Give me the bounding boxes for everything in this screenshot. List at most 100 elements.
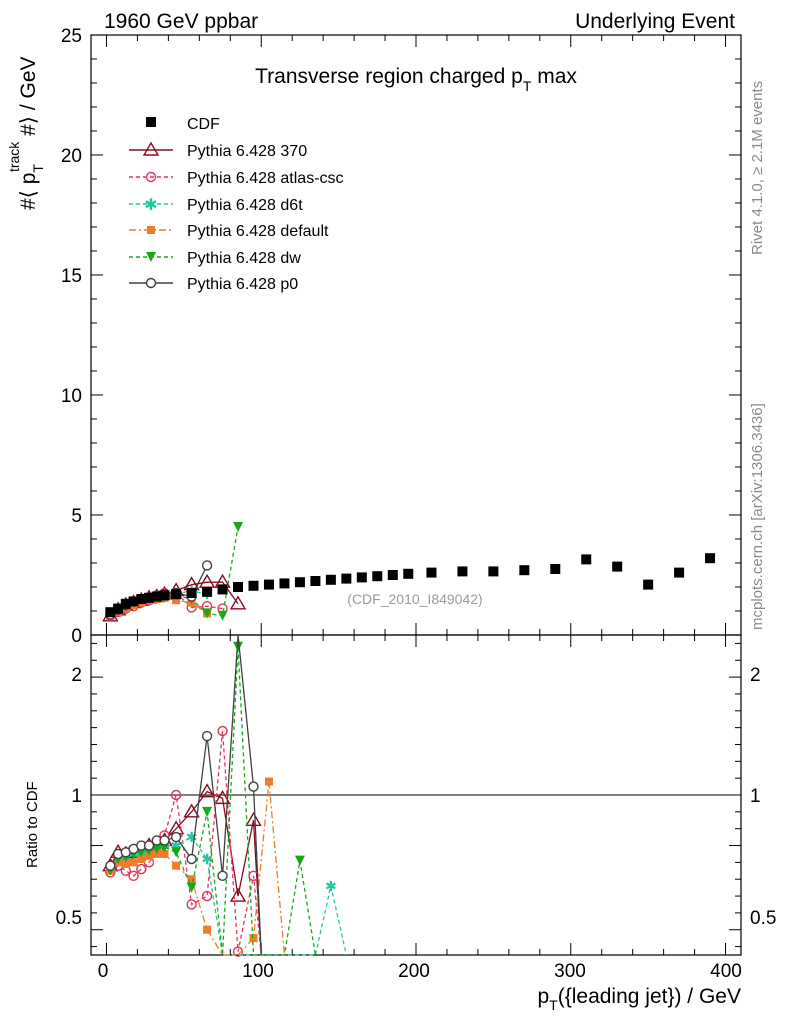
cdf-point [457, 566, 468, 577]
main-plot-area: ✱✱✱✱✱✱✱✱✱✱✱ [102, 522, 716, 623]
cdf-point [341, 573, 352, 584]
cdf-point [581, 554, 592, 565]
legend-atlas-marker [145, 171, 157, 183]
cdf-point [550, 564, 561, 574]
cdf-point [403, 568, 414, 579]
legend-d6t-label: Pythia 6.428 d6t [187, 197, 303, 214]
ratio-point-dw [233, 641, 244, 652]
ratio-tick-label-0.5: 0.5 [56, 908, 82, 929]
legend-default-label: Pythia 6.428 default [187, 223, 329, 240]
y-tick-label-5: 5 [71, 506, 82, 527]
cdf-point [248, 580, 259, 591]
chart-title-main: Transverse region charged p [255, 65, 523, 88]
ratio-line-dw [109, 646, 317, 956]
ratio-plot-area: ✱✱✱✱✱✱✱✱✱✱✱✱ [102, 634, 347, 957]
y-tick-label-10: 10 [61, 386, 82, 407]
x-tick-label-400: 400 [710, 961, 742, 982]
legend-370-marker [142, 141, 160, 156]
legend-dw-label: Pythia 6.428 dw [187, 250, 301, 267]
ratio-point-default [145, 851, 154, 860]
y-axis-label: #⟨ pTtrack #⟩ / GeV [6, 56, 46, 210]
x-tick-label-100: 100 [242, 961, 274, 982]
cdf-point [128, 596, 139, 607]
cdf-point [105, 607, 116, 618]
cdf-point [294, 577, 305, 588]
legend-p0-label: Pythia 6.428 p0 [187, 276, 298, 293]
cdf-point [426, 567, 437, 578]
point-dw [217, 610, 228, 621]
rivet-label: Rivet 4.1.0, ≥ 2.1M events [749, 81, 766, 255]
chart-title-end: max [531, 65, 577, 88]
cdf-point [144, 592, 155, 603]
ratio-point-default [187, 875, 196, 884]
cdf-point [488, 566, 499, 577]
cdf-point [310, 576, 321, 586]
ratio-point-p0 [217, 870, 228, 882]
ratio-point-d6t: ✱ [170, 838, 182, 854]
cdf-point [325, 574, 336, 585]
y-axis-label-sub: T [30, 164, 46, 173]
header-left: 1960 GeV ppbar [104, 10, 258, 33]
ratio-point-p370 [183, 803, 200, 818]
x-tick-label-200: 200 [398, 961, 430, 982]
cdf-point [136, 594, 147, 604]
axis-ticks [91, 34, 741, 955]
watermark: (CDF_2010_I849042) [347, 591, 482, 607]
ratio-point-default [121, 860, 130, 869]
ratio-point-default [160, 849, 169, 858]
ratio-point-default [129, 858, 138, 867]
y-tick-label-15: 15 [61, 266, 82, 287]
mcplots-label: mcplots.cern.ch [arXiv:1306.3436] [749, 403, 766, 630]
legend-atlas-label: Pythia 6.428 atlas-csc [187, 170, 344, 187]
cdf-point [113, 603, 124, 614]
x-axis-label: pT({leading jet}) / GeV [537, 985, 741, 1013]
ratio-point-p0 [170, 831, 182, 843]
legend-cdf-label: CDF [187, 116, 220, 133]
ratio-point-dw [202, 806, 213, 817]
ratio-point-p370 [214, 789, 231, 805]
point-dw [202, 608, 213, 619]
ratio-point-dw [186, 882, 197, 893]
ratio-point-p0 [248, 781, 259, 792]
ratio-point-p0 [201, 730, 213, 742]
legend-dw-marker [146, 252, 156, 262]
ratio-point-p0 [143, 840, 155, 851]
cdf-point [159, 590, 170, 601]
y-tick-label-0: 0 [71, 626, 82, 647]
ratio-point-d6t: ✱ [325, 878, 337, 894]
cdf-point [279, 578, 290, 589]
ratio-point-p0 [186, 853, 197, 865]
ratio-tick-label-right-1: 1 [750, 786, 761, 807]
cdf-point [674, 567, 685, 578]
ratio-point-p0 [159, 835, 170, 846]
chart-title-sub: T [523, 78, 532, 94]
header-right: Underlying Event [575, 10, 735, 33]
cdf-point [372, 571, 383, 582]
ratio-tick-label-2: 2 [71, 665, 82, 686]
x-axis-label-sub: T [549, 997, 558, 1013]
x-axis-label-post: ({leading jet}) / GeV [558, 985, 741, 1008]
y-tick-label-20: 20 [61, 146, 82, 167]
ratio-point-dw [294, 855, 305, 866]
ratio-point-d6t: ✱ [186, 829, 198, 845]
cdf-point [263, 579, 274, 590]
ratio-point-default [203, 925, 212, 934]
ratio-point-p0 [105, 860, 116, 871]
ratio-point-p370 [245, 811, 262, 826]
y-axis-label-sup: track [6, 141, 22, 172]
legend-default-marker [147, 226, 155, 234]
cdf-point [151, 591, 162, 602]
ratio-point-d6t: ✱ [201, 851, 213, 867]
cdf-point [643, 579, 654, 590]
y-axis-label-post: #⟩ / GeV [17, 56, 40, 141]
legend-cdf-marker [146, 117, 156, 127]
cdf-point [202, 586, 213, 597]
ratio-point-atlas [136, 863, 147, 875]
cdf-point [233, 582, 244, 592]
chart-title: Transverse region charged pT max [255, 65, 577, 94]
cdf-point [387, 570, 398, 580]
ratio-point-atlas [217, 725, 228, 737]
x-tick-label-0: 0 [98, 961, 109, 982]
cdf-point [120, 598, 131, 609]
point-p0 [201, 560, 213, 571]
